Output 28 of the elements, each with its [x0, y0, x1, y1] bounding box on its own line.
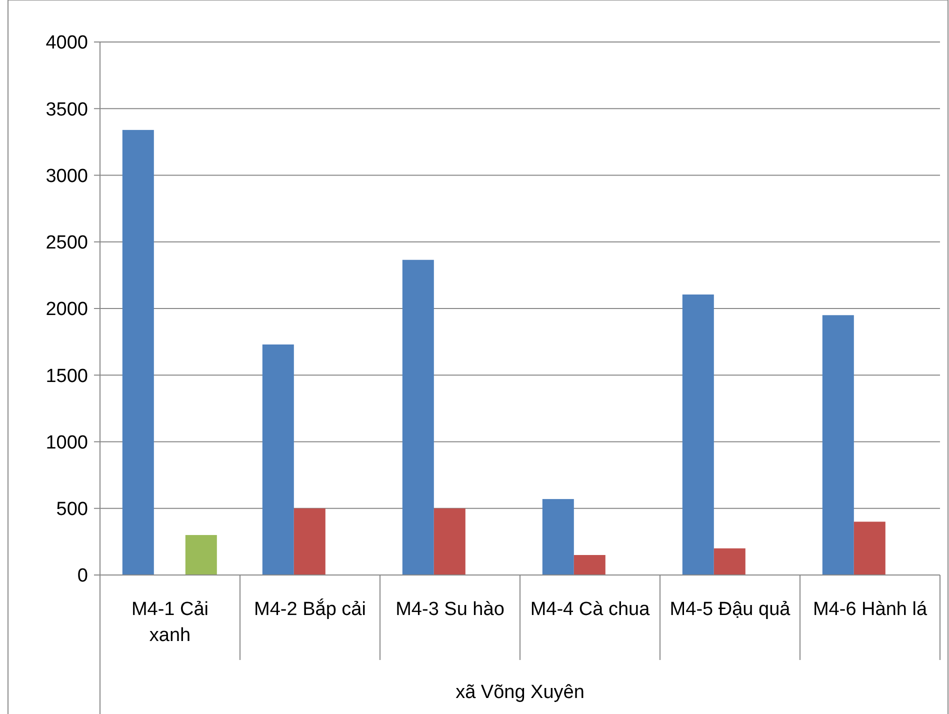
bar	[822, 315, 854, 575]
x-tick-label: M4-4 Cà chua	[530, 599, 650, 620]
y-tick-label: 3500	[46, 99, 88, 120]
x-axis-title: xã Võng Xuyên	[456, 682, 584, 703]
bar	[294, 508, 326, 575]
bar	[682, 294, 714, 575]
bar	[185, 535, 217, 575]
bar	[262, 344, 294, 575]
x-tick-label: M4-6 Hành lá	[812, 599, 928, 620]
y-tick-label: 3000	[46, 166, 88, 187]
y-tick-label: 1000	[46, 432, 88, 454]
y-tick-label: 2000	[46, 299, 88, 320]
bar	[402, 260, 434, 575]
bar	[714, 548, 746, 575]
x-tick-label: M4-5 Đậu quả	[670, 599, 791, 620]
bar	[574, 555, 606, 575]
bar	[122, 130, 154, 575]
bar	[854, 522, 886, 575]
y-tick-label: 500	[56, 499, 88, 520]
bar	[434, 508, 466, 575]
y-tick-label: 2500	[46, 232, 88, 254]
x-tick-label: M4-3 Su hào	[396, 599, 504, 620]
bar	[542, 499, 574, 575]
x-tick-label: M4-1 Cải xanh	[131, 599, 209, 646]
y-tick-label: 0	[77, 566, 88, 587]
y-tick-label: 4000	[46, 32, 88, 54]
x-tick-label: M4-2 Bắp cải	[254, 598, 366, 620]
y-tick-label: 1500	[46, 366, 88, 387]
